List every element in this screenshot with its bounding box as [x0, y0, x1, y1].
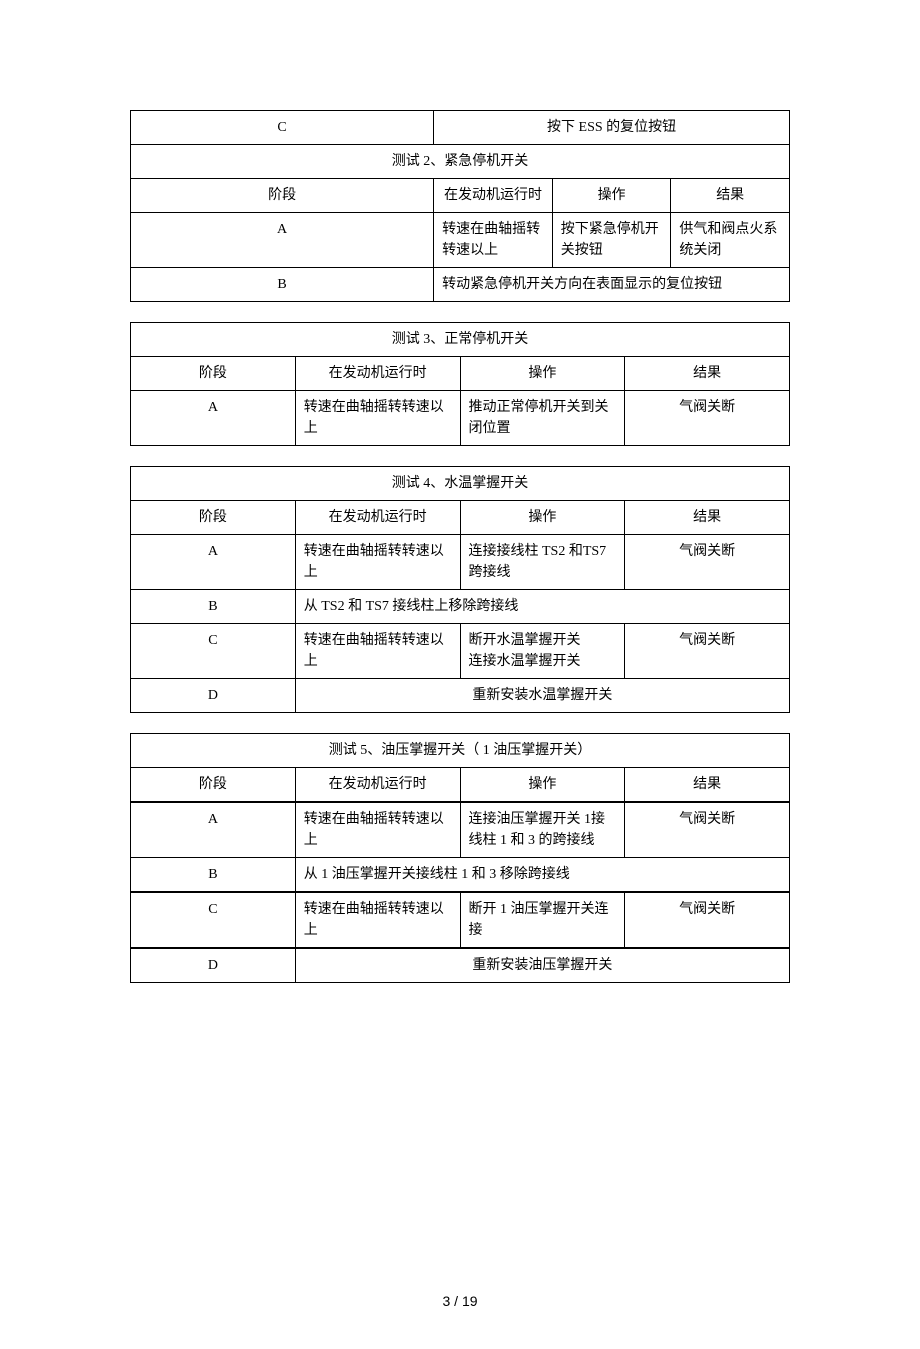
stage-cell: A [131, 391, 296, 446]
stage-cell: B [131, 590, 296, 624]
header-stage: 阶段 [131, 179, 434, 213]
stage-cell: A [131, 213, 434, 268]
header-stage: 阶段 [131, 357, 296, 391]
stage-cell: C [131, 892, 296, 948]
header-runtime: 在发动机运行时 [295, 357, 460, 391]
table-row: D 重新安装水温掌握开关 [131, 679, 790, 713]
result-cell: 气阀关断 [625, 391, 790, 446]
table-test-2: C 按下 ESS 的复位按钮 测试 2、紧急停机开关 阶段 在发动机运行时 操作… [130, 110, 790, 302]
header-result: 结果 [625, 501, 790, 535]
stage-cell: D [131, 948, 296, 983]
header-result: 结果 [625, 357, 790, 391]
operation-cell: 断开 1 油压掌握开关连接 [460, 892, 625, 948]
runtime-cell: 转速在曲轴摇转转速以上 [295, 892, 460, 948]
result-cell: 气阀关断 [625, 535, 790, 590]
table-header-row: 阶段 在发动机运行时 操作 结果 [131, 357, 790, 391]
header-stage: 阶段 [131, 768, 296, 803]
table-row: B 转动紧急停机开关方向在表面显示的复位按钮 [131, 268, 790, 302]
header-result: 结果 [625, 768, 790, 803]
stage-cell: D [131, 679, 296, 713]
result-cell: 气阀关断 [625, 892, 790, 948]
page-footer: 3 / 19 [0, 1293, 920, 1309]
header-operation: 操作 [460, 501, 625, 535]
table-title-row: 测试 2、紧急停机开关 [131, 145, 790, 179]
table-title: 测试 4、水温掌握开关 [131, 467, 790, 501]
table-row: C 转速在曲轴摇转转速以上 断开 1 油压掌握开关连接 气阀关断 [131, 892, 790, 948]
stage-cell: B [131, 268, 434, 302]
table-header-row: 阶段 在发动机运行时 操作 结果 [131, 179, 790, 213]
table-row: C 转速在曲轴摇转转速以上 断开水温掌握开关 连接水温掌握开关 气阀关断 [131, 624, 790, 679]
result-cell: 气阀关断 [625, 624, 790, 679]
table-test-5: 测试 5、油压掌握开关（ 1 油压掌握开关） 阶段 在发动机运行时 操作 结果 … [130, 733, 790, 983]
table-test-4: 测试 4、水温掌握开关 阶段 在发动机运行时 操作 结果 A 转速在曲轴摇转转速… [130, 466, 790, 713]
table-row: A 转速在曲轴摇转转速以上 连接油压掌握开关 1接线柱 1 和 3 的跨接线 气… [131, 802, 790, 858]
operation-cell: 连接油压掌握开关 1接线柱 1 和 3 的跨接线 [460, 802, 625, 858]
table-title-row: 测试 5、油压掌握开关（ 1 油压掌握开关） [131, 734, 790, 768]
table-title: 测试 3、正常停机开关 [131, 323, 790, 357]
table-header-row: 阶段 在发动机运行时 操作 结果 [131, 501, 790, 535]
header-runtime: 在发动机运行时 [434, 179, 553, 213]
runtime-cell: 转速在曲轴摇转转速以上 [295, 535, 460, 590]
operation-cell: 连接接线柱 TS2 和TS7 跨接线 [460, 535, 625, 590]
table-row: B 从 TS2 和 TS7 接线柱上移除跨接线 [131, 590, 790, 624]
header-runtime: 在发动机运行时 [295, 501, 460, 535]
table-title: 测试 5、油压掌握开关（ 1 油压掌握开关） [131, 734, 790, 768]
operation-cell: 断开水温掌握开关 连接水温掌握开关 [460, 624, 625, 679]
table-row: C 按下 ESS 的复位按钮 [131, 111, 790, 145]
table-test-3: 测试 3、正常停机开关 阶段 在发动机运行时 操作 结果 A 转速在曲轴摇转转速… [130, 322, 790, 446]
runtime-cell: 转速在曲轴摇转转速以上 [295, 391, 460, 446]
stage-cell: C [131, 624, 296, 679]
table-title-row: 测试 4、水温掌握开关 [131, 467, 790, 501]
table-row: D 重新安装油压掌握开关 [131, 948, 790, 983]
operation-line-2: 连接水温掌握开关 [469, 651, 617, 672]
header-operation: 操作 [460, 768, 625, 803]
stage-cell: A [131, 802, 296, 858]
table-title-row: 测试 3、正常停机开关 [131, 323, 790, 357]
merged-cell: 重新安装油压掌握开关 [295, 948, 789, 983]
merged-cell: 从 TS2 和 TS7 接线柱上移除跨接线 [295, 590, 789, 624]
runtime-cell: 转速在曲轴摇转转速以上 [295, 802, 460, 858]
header-operation: 操作 [460, 357, 625, 391]
result-cell: 供气和阀点火系统关闭 [671, 213, 790, 268]
runtime-cell: 转速在曲轴摇转转速以上 [295, 624, 460, 679]
table-row: A 转速在曲轴摇转转速以上 推动正常停机开关到关闭位置 气阀关断 [131, 391, 790, 446]
header-runtime: 在发动机运行时 [295, 768, 460, 803]
operation-cell: 推动正常停机开关到关闭位置 [460, 391, 625, 446]
header-stage: 阶段 [131, 501, 296, 535]
merged-cell: 从 1 油压掌握开关接线柱 1 和 3 移除跨接线 [295, 858, 789, 893]
merged-cell: 重新安装水温掌握开关 [295, 679, 789, 713]
result-cell: 气阀关断 [625, 802, 790, 858]
table-row: A 转速在曲轴摇转转速以上 连接接线柱 TS2 和TS7 跨接线 气阀关断 [131, 535, 790, 590]
merged-cell: 按下 ESS 的复位按钮 [434, 111, 790, 145]
table-title: 测试 2、紧急停机开关 [131, 145, 790, 179]
header-result: 结果 [671, 179, 790, 213]
merged-cell: 转动紧急停机开关方向在表面显示的复位按钮 [434, 268, 790, 302]
table-row: A 转速在曲轴摇转转速以上 按下紧急停机开关按钮 供气和阀点火系统关闭 [131, 213, 790, 268]
table-header-row: 阶段 在发动机运行时 操作 结果 [131, 768, 790, 803]
runtime-cell: 转速在曲轴摇转转速以上 [434, 213, 553, 268]
operation-line-1: 断开水温掌握开关 [469, 630, 617, 651]
operation-cell: 按下紧急停机开关按钮 [552, 213, 671, 268]
stage-cell: C [131, 111, 434, 145]
stage-cell: B [131, 858, 296, 893]
table-row: B 从 1 油压掌握开关接线柱 1 和 3 移除跨接线 [131, 858, 790, 893]
header-operation: 操作 [552, 179, 671, 213]
stage-cell: A [131, 535, 296, 590]
